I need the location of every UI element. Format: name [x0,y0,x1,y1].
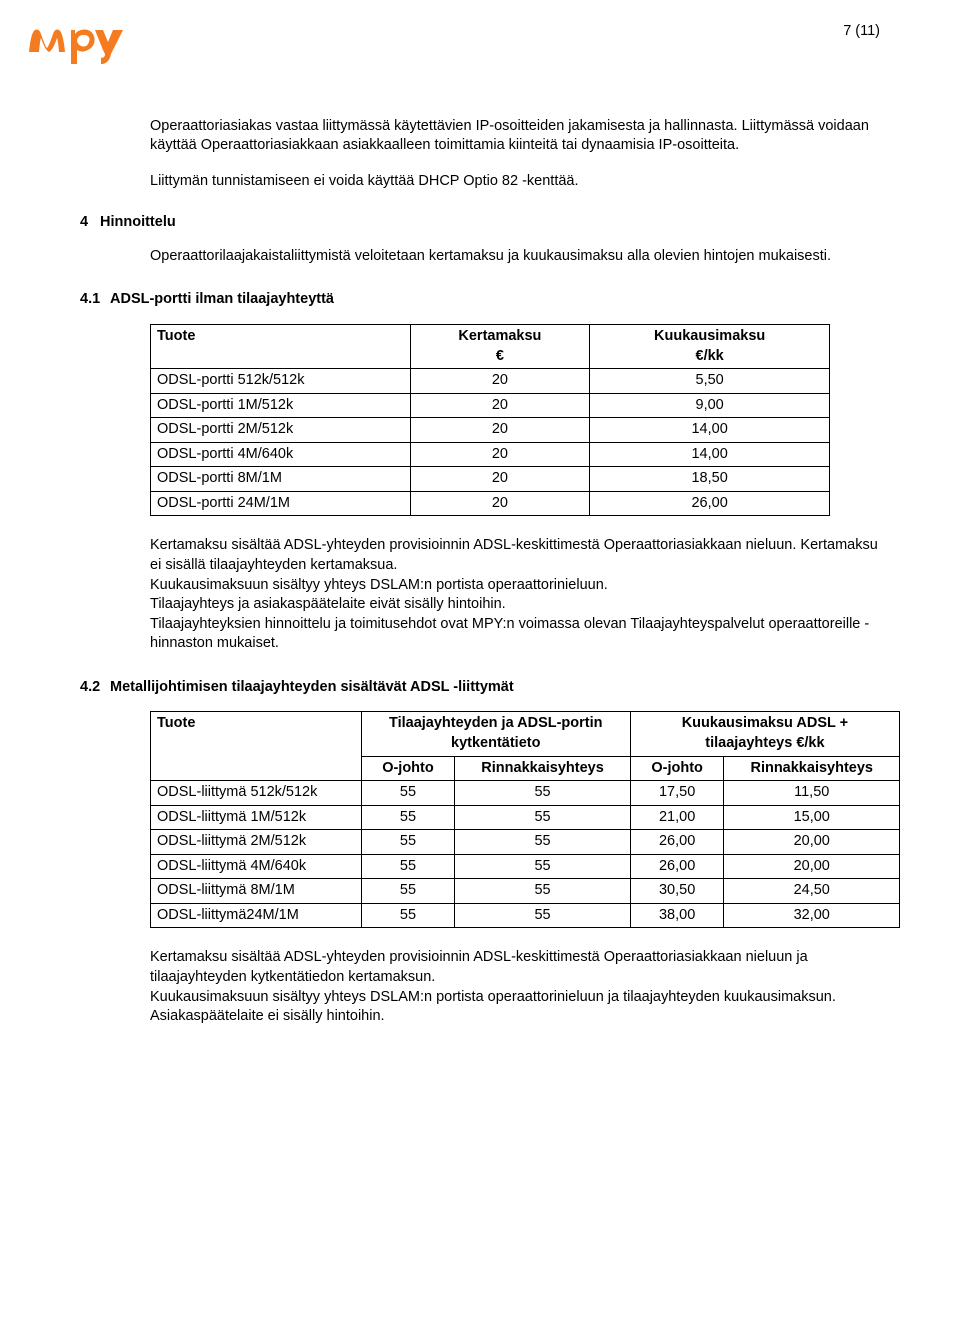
cell-o2: 26,00 [630,854,724,879]
t2-s4: Rinnakkaisyhteys [724,756,900,781]
s4-1-after-p1: Kertamaksu sisältää ADSL-yhteyden provis… [150,536,880,575]
cell-r1: 55 [455,879,631,904]
cell-o1: 55 [361,879,455,904]
mpy-logo [25,20,155,77]
cell-r1: 55 [455,781,631,806]
cell-r2: 20,00 [724,830,900,855]
cell-o1: 55 [361,781,455,806]
cell-kuu: 18,50 [590,467,830,492]
cell-product: ODSL-portti 1M/512k [151,393,411,418]
cell-o2: 30,50 [630,879,724,904]
cell-product: ODSL-liittymä 1M/512k [151,805,362,830]
cell-kuu: 26,00 [590,491,830,516]
page-header: 7 (11) [80,20,880,77]
cell-product: ODSL-liittymä 512k/512k [151,781,362,806]
cell-kuu: 5,50 [590,369,830,394]
cell-kuu: 9,00 [590,393,830,418]
cell-o2: 26,00 [630,830,724,855]
s4-2-after-p3: Asiakaspäätelaite ei sisälly hintoihin. [150,1007,880,1027]
section-4-title: Hinnoittelu [100,213,176,233]
s4-2-after-p2: Kuukausimaksuun sisältyy yhteys DSLAM:n … [150,988,880,1008]
table-row: ODSL-portti 512k/512k205,50 [151,369,830,394]
cell-o1: 55 [361,903,455,928]
s4-1-after-p3: Tilaajayhteys ja asiakaspäätelaite eivät… [150,595,880,615]
cell-o2: 38,00 [630,903,724,928]
cell-r1: 55 [455,805,631,830]
section-4-2-heading: 4.2 Metallijohtimisen tilaajayhteyden si… [80,678,880,698]
section-4-heading: 4 Hinnoittelu [80,213,880,233]
cell-product: ODSL-portti 4M/640k [151,442,411,467]
table-row: ODSL-liittymä24M/1M555538,0032,00 [151,903,900,928]
intro-p2: Liittymän tunnistamiseen ei voida käyttä… [150,172,880,192]
cell-r2: 11,50 [724,781,900,806]
cell-kerta: 20 [410,442,590,467]
t1-h2: Kertamaksu € [410,324,590,368]
section-4-num: 4 [80,213,100,233]
t2-s1: O-johto [361,756,455,781]
cell-o1: 55 [361,854,455,879]
cell-r1: 55 [455,903,631,928]
table-row: ODSL-liittymä 2M/512k555526,0020,00 [151,830,900,855]
table-row: ODSL-liittymä 512k/512k555517,5011,50 [151,781,900,806]
table-row: ODSL-portti 1M/512k209,00 [151,393,830,418]
table-row: ODSL-portti 8M/1M2018,50 [151,467,830,492]
cell-r2: 32,00 [724,903,900,928]
cell-product: ODSL-portti 512k/512k [151,369,411,394]
cell-kuu: 14,00 [590,442,830,467]
table-row: ODSL-portti 2M/512k2014,00 [151,418,830,443]
cell-o2: 17,50 [630,781,724,806]
section-4-2-num: 4.2 [80,678,110,698]
s4-2-after-p1: Kertamaksu sisältää ADSL-yhteyden provis… [150,948,880,987]
cell-product: ODSL-liittymä 8M/1M [151,879,362,904]
t1-h3: Kuukausimaksu €/kk [590,324,830,368]
cell-product: ODSL-liittymä 4M/640k [151,854,362,879]
cell-product: ODSL-liittymä24M/1M [151,903,362,928]
cell-r1: 55 [455,854,631,879]
table-row: ODSL-portti 4M/640k2014,00 [151,442,830,467]
cell-product: ODSL-portti 2M/512k [151,418,411,443]
cell-o2: 21,00 [630,805,724,830]
cell-kuu: 14,00 [590,418,830,443]
cell-r2: 24,50 [724,879,900,904]
adsl-liittyma-table: Tuote Tilaajayhteyden ja ADSL-portin kyt… [150,711,900,928]
cell-kerta: 20 [410,467,590,492]
page-number: 7 (11) [843,22,880,42]
cell-product: ODSL-liittymä 2M/512k [151,830,362,855]
t2-h3: Kuukausimaksu ADSL + tilaajayhteys €/kk [630,712,899,756]
cell-kerta: 20 [410,393,590,418]
t2-h1: Tuote [151,712,362,781]
cell-product: ODSL-portti 8M/1M [151,467,411,492]
t1-h1: Tuote [151,324,411,368]
t2-s3: O-johto [630,756,724,781]
s4-1-after-p2: Kuukausimaksuun sisältyy yhteys DSLAM:n … [150,576,880,596]
table-row: ODSL-liittymä 8M/1M555530,5024,50 [151,879,900,904]
section-4-desc: Operaattorilaajakaistaliittymistä veloit… [150,247,880,267]
intro-p1: Operaattoriasiakas vastaa liittymässä kä… [150,117,880,156]
t2-s2: Rinnakkaisyhteys [455,756,631,781]
cell-r2: 20,00 [724,854,900,879]
cell-r2: 15,00 [724,805,900,830]
section-4-1-num: 4.1 [80,290,110,310]
cell-o1: 55 [361,830,455,855]
section-4-1-heading: 4.1 ADSL-portti ilman tilaajayhteyttä [80,290,880,310]
cell-product: ODSL-portti 24M/1M [151,491,411,516]
section-4-1-title: ADSL-portti ilman tilaajayhteyttä [110,290,334,310]
cell-kerta: 20 [410,369,590,394]
adsl-port-table: Tuote Kertamaksu € Kuukausimaksu €/kk OD… [150,324,830,517]
cell-r1: 55 [455,830,631,855]
table-row: ODSL-portti 24M/1M2026,00 [151,491,830,516]
s4-1-after-p4: Tilaajayhteyksien hinnoittelu ja toimitu… [150,615,880,654]
table-row: ODSL-liittymä 4M/640k555526,0020,00 [151,854,900,879]
section-4-2-title: Metallijohtimisen tilaajayhteyden sisält… [110,678,514,698]
t2-h2: Tilaajayhteyden ja ADSL-portin kytkentät… [361,712,630,756]
cell-kerta: 20 [410,418,590,443]
cell-o1: 55 [361,805,455,830]
cell-kerta: 20 [410,491,590,516]
table-row: ODSL-liittymä 1M/512k555521,0015,00 [151,805,900,830]
